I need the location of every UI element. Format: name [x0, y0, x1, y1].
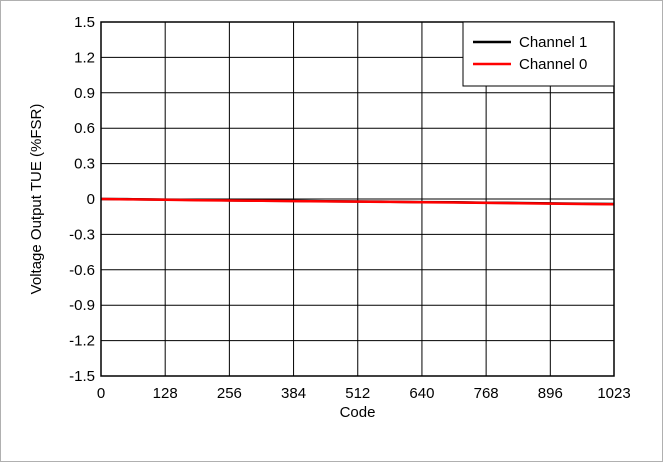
series-line-channel-0 — [100, 197, 615, 206]
y-tick-label: 0.9 — [74, 85, 95, 102]
y-axis-label: Voltage Output TUE (%FSR) — [28, 104, 45, 295]
x-tick-label: 896 — [538, 385, 563, 402]
legend-box — [462, 21, 615, 87]
x-tick-label: 768 — [474, 385, 499, 402]
x-tick-label: 384 — [281, 385, 306, 402]
y-tick-label: 1.2 — [74, 49, 95, 66]
y-tick-label: 0.6 — [74, 120, 95, 137]
y-tick-label: -1.5 — [69, 368, 95, 385]
series-lines — [100, 197, 615, 206]
legend-label: Channel 1 — [519, 34, 587, 51]
y-tick-label: -0.6 — [69, 262, 95, 279]
y-tick-label: -0.9 — [69, 297, 95, 314]
x-tick-label: 1023 — [597, 385, 630, 402]
plot-area-border — [100, 21, 615, 377]
y-tick-label: 1.5 — [74, 14, 95, 31]
legend-label: Channel 0 — [519, 56, 587, 73]
x-tick-label: 256 — [217, 385, 242, 402]
x-tick-label: 640 — [409, 385, 434, 402]
legend: Channel 1 Channel 0 — [462, 21, 615, 87]
y-tick-label: 0.3 — [74, 156, 95, 173]
x-tick-labels: 0 128 256 384 512 640 768 896 1023 — [97, 385, 631, 402]
y-tick-label: -0.3 — [69, 226, 95, 243]
x-axis-label: Code — [340, 404, 376, 421]
x-tick-label: 0 — [97, 385, 105, 402]
y-tick-label: 0 — [87, 191, 95, 208]
x-tick-label: 512 — [345, 385, 370, 402]
y-tick-label: -1.2 — [69, 333, 95, 350]
y-tick-labels: 1.5 1.2 0.9 0.6 0.3 0 -0.3 -0.6 -0.9 -1.2 -1.5 — [69, 14, 95, 385]
x-tick-label: 128 — [153, 385, 178, 402]
